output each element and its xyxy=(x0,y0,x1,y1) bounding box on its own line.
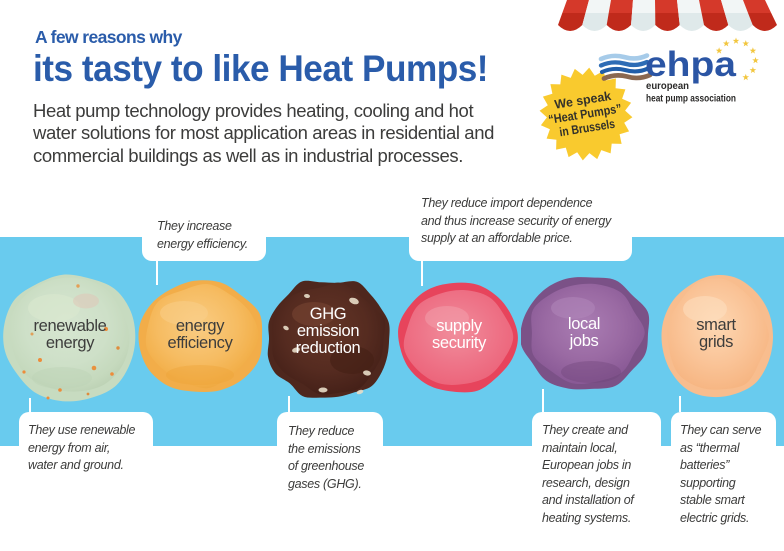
svg-text:heat pump association: heat pump association xyxy=(646,93,736,105)
svg-text:european: european xyxy=(646,80,689,92)
svg-text:ehpa: ehpa xyxy=(645,45,737,84)
